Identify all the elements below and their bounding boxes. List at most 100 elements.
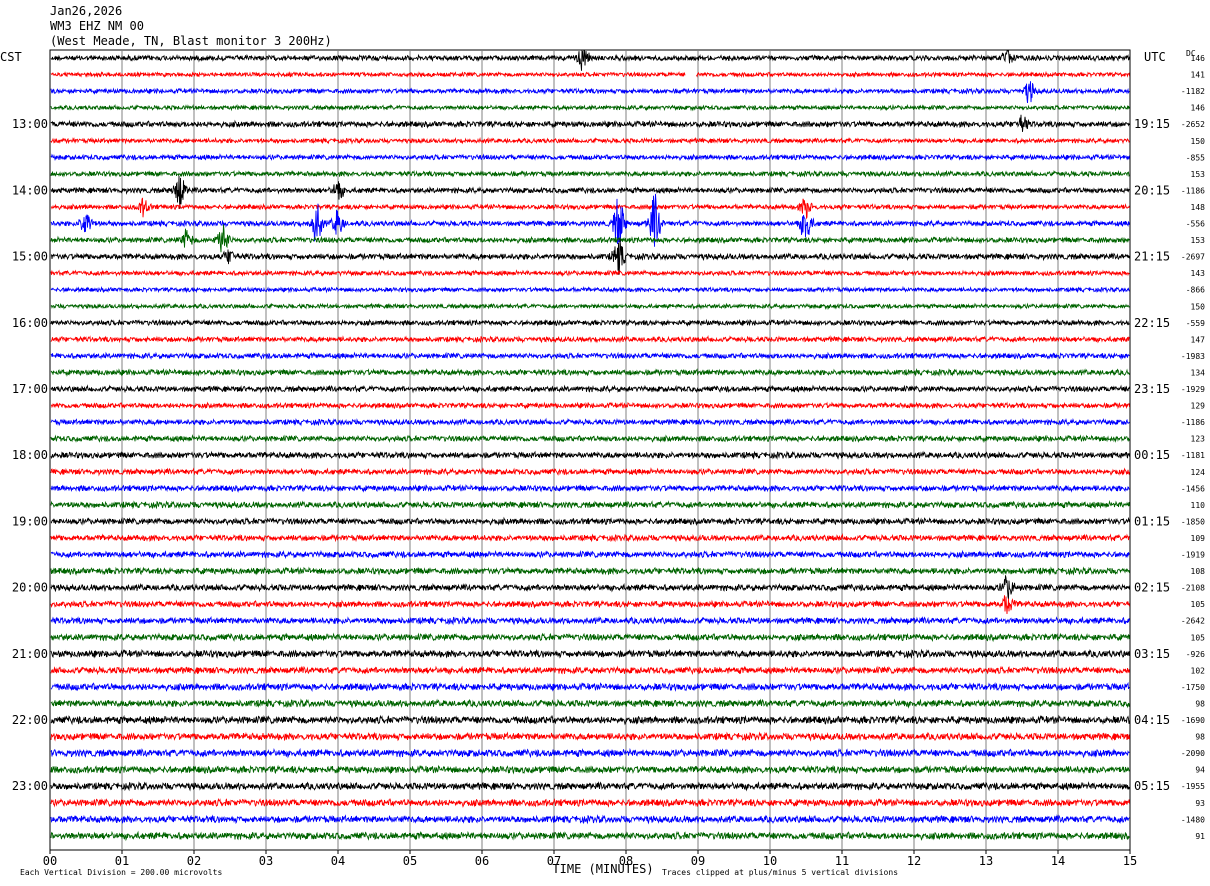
dc-label: DC bbox=[1186, 49, 1196, 58]
seismic-trace-30 bbox=[50, 533, 1130, 543]
dc-offset-label: -926 bbox=[1186, 650, 1205, 659]
dc-offset-label: -556 bbox=[1186, 220, 1205, 229]
x-tick-label: 15 bbox=[1123, 854, 1137, 868]
right-hour-label: 05:15 bbox=[1134, 779, 1170, 793]
dc-offset-label: 98 bbox=[1195, 699, 1205, 708]
x-tick-label: 05 bbox=[403, 854, 417, 868]
left-timezone-label: CST bbox=[0, 50, 22, 64]
left-hour-label: 17:00 bbox=[12, 382, 48, 396]
dc-offset-label: -1182 bbox=[1181, 87, 1205, 96]
dc-offset-label: 102 bbox=[1191, 666, 1206, 675]
dc-offset-label: -1186 bbox=[1181, 418, 1205, 427]
seismic-trace-6 bbox=[50, 136, 1130, 145]
x-tick-label: 13 bbox=[979, 854, 993, 868]
x-tick-label: 14 bbox=[1051, 854, 1065, 868]
dc-offset-label: 129 bbox=[1191, 402, 1206, 411]
seismic-trace-14 bbox=[50, 269, 1130, 278]
seismic-trace-1 bbox=[50, 49, 1130, 71]
left-hour-label: 13:00 bbox=[12, 117, 48, 131]
seismic-trace-33 bbox=[50, 575, 1130, 600]
right-timezone-label: UTC bbox=[1144, 50, 1166, 64]
seismic-trace-46 bbox=[50, 797, 1130, 808]
dc-offset-label: 153 bbox=[1191, 170, 1206, 179]
x-tick-label: 10 bbox=[763, 854, 777, 868]
dc-offset-label: 123 bbox=[1191, 435, 1206, 444]
left-hour-label: 19:00 bbox=[12, 514, 48, 528]
seismic-trace-41 bbox=[50, 714, 1130, 726]
header-station: WM3 EHZ NM 00 bbox=[50, 19, 144, 33]
seismic-trace-23 bbox=[50, 417, 1130, 427]
left-hour-label: 21:00 bbox=[12, 647, 48, 661]
right-hour-label: 19:15 bbox=[1134, 117, 1170, 131]
seismic-trace-12 bbox=[50, 224, 1130, 253]
left-hour-label: 14:00 bbox=[12, 183, 48, 197]
seismic-trace-17 bbox=[50, 318, 1130, 327]
seismic-trace-39 bbox=[50, 681, 1130, 693]
x-tick-label: 00 bbox=[43, 854, 57, 868]
right-hour-label: 04:15 bbox=[1134, 713, 1170, 727]
seismic-trace-22 bbox=[50, 401, 1130, 410]
dc-offset-label: -1750 bbox=[1181, 683, 1205, 692]
dc-offset-label: -1456 bbox=[1181, 484, 1205, 493]
seismic-trace-5 bbox=[50, 114, 1130, 132]
x-tick-label: 12 bbox=[907, 854, 921, 868]
x-tick-label: 09 bbox=[691, 854, 705, 868]
left-hour-label: 23:00 bbox=[12, 779, 48, 793]
dc-offset-label: -2090 bbox=[1181, 749, 1205, 758]
left-hour-label: 15:00 bbox=[12, 250, 48, 264]
seismic-trace-24 bbox=[50, 434, 1130, 444]
dc-offset-label: -2642 bbox=[1181, 617, 1205, 626]
right-hour-label: 01:15 bbox=[1134, 514, 1170, 528]
seismic-trace-37 bbox=[50, 648, 1130, 660]
seismic-trace-3 bbox=[50, 81, 1130, 104]
seismic-trace-38 bbox=[50, 665, 1130, 676]
seismic-trace-45 bbox=[50, 781, 1130, 792]
dc-offset-label: 134 bbox=[1191, 368, 1206, 377]
seismic-trace-27 bbox=[50, 483, 1130, 493]
seismic-trace-21 bbox=[50, 384, 1130, 394]
seismic-trace-8 bbox=[50, 169, 1130, 178]
x-tick-label: 08 bbox=[619, 854, 633, 868]
right-hour-label: 22:15 bbox=[1134, 316, 1170, 330]
dc-offset-label: 105 bbox=[1191, 600, 1206, 609]
x-tick-label: 01 bbox=[115, 854, 129, 868]
dc-offset-label: -1929 bbox=[1181, 385, 1205, 394]
seismic-trace-15 bbox=[50, 285, 1130, 294]
x-tick-label: 07 bbox=[547, 854, 561, 868]
dc-offset-label: 108 bbox=[1191, 567, 1206, 576]
seismic-trace-26 bbox=[50, 467, 1130, 477]
dc-offset-label: 146 bbox=[1191, 104, 1206, 113]
dc-offset-label: -866 bbox=[1186, 286, 1205, 295]
dc-offset-label: 91 bbox=[1195, 832, 1205, 841]
seismic-trace-29 bbox=[50, 516, 1130, 527]
right-hour-label: 03:15 bbox=[1134, 647, 1170, 661]
seismic-trace-47 bbox=[50, 814, 1130, 825]
x-tick-label: 06 bbox=[475, 854, 489, 868]
dc-offset-label: 153 bbox=[1191, 236, 1206, 245]
right-hour-label: 20:15 bbox=[1134, 183, 1170, 197]
seismic-trace-42 bbox=[50, 731, 1130, 742]
dc-offset-label: -855 bbox=[1186, 153, 1205, 162]
dc-offset-label: -1955 bbox=[1181, 782, 1205, 791]
dc-offset-label: -1186 bbox=[1181, 186, 1205, 195]
left-hour-label: 22:00 bbox=[12, 713, 48, 727]
seismic-trace-11 bbox=[50, 193, 1130, 247]
seismic-trace-32 bbox=[50, 566, 1130, 576]
dc-offset-label: 93 bbox=[1195, 799, 1205, 808]
left-hour-label: 20:00 bbox=[12, 581, 48, 595]
seismic-trace-19 bbox=[50, 351, 1130, 361]
x-tick-label: 03 bbox=[259, 854, 273, 868]
dc-offset-label: -1919 bbox=[1181, 551, 1205, 560]
dc-offset-label: -1983 bbox=[1181, 352, 1205, 361]
seismic-trace-16 bbox=[50, 302, 1130, 310]
seismic-trace-18 bbox=[50, 334, 1130, 344]
clip-note: Traces clipped at plus/minus 5 vertical … bbox=[662, 868, 898, 877]
dc-offset-label: -1690 bbox=[1181, 716, 1205, 725]
right-hour-label: 02:15 bbox=[1134, 581, 1170, 595]
dc-offset-label: 94 bbox=[1195, 766, 1205, 775]
x-axis-title: TIME (MINUTES) bbox=[552, 862, 653, 876]
seismic-trace-20 bbox=[50, 367, 1130, 377]
seismic-trace-25 bbox=[50, 450, 1130, 460]
dc-offset-label: -1181 bbox=[1181, 451, 1205, 460]
